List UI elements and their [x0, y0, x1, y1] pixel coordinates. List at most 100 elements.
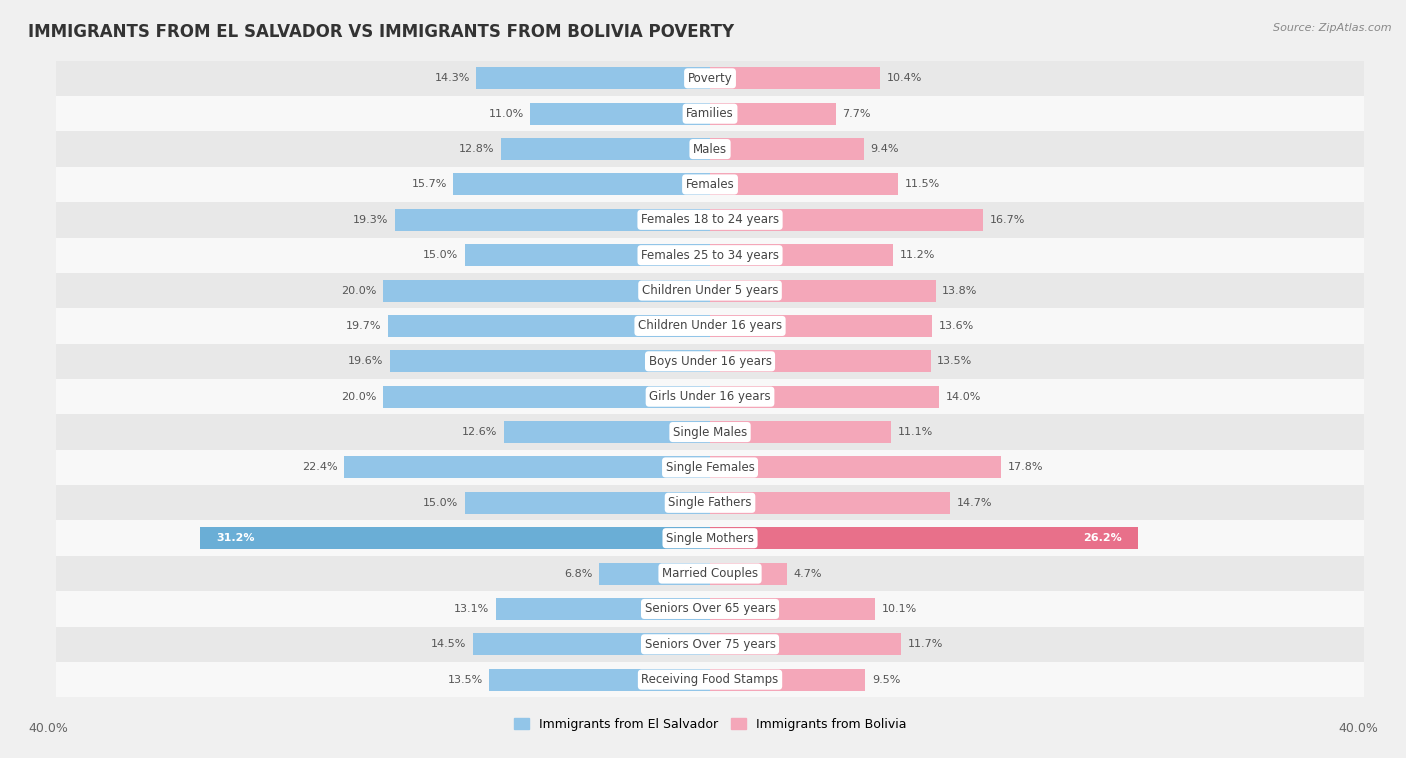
Text: 13.8%: 13.8% [942, 286, 977, 296]
Bar [710, 598, 875, 620]
Text: Children Under 16 years: Children Under 16 years [638, 319, 782, 333]
Text: 14.0%: 14.0% [945, 392, 981, 402]
Text: 13.6%: 13.6% [939, 321, 974, 331]
Text: 17.8%: 17.8% [1008, 462, 1043, 472]
Text: 20.0%: 20.0% [342, 286, 377, 296]
Bar [710, 350, 931, 372]
Text: 40.0%: 40.0% [28, 722, 67, 735]
Text: 11.7%: 11.7% [908, 639, 943, 650]
Text: 13.5%: 13.5% [447, 675, 482, 684]
Bar [710, 138, 863, 160]
Text: 16.7%: 16.7% [990, 215, 1025, 225]
Bar [56, 485, 1364, 521]
Bar [710, 315, 932, 337]
Bar [710, 562, 787, 584]
Text: 19.6%: 19.6% [347, 356, 382, 366]
Text: 19.3%: 19.3% [353, 215, 388, 225]
Bar [472, 634, 710, 655]
Bar [453, 174, 710, 196]
Bar [382, 280, 710, 302]
Bar [344, 456, 710, 478]
Text: Males: Males [693, 143, 727, 155]
Bar [395, 209, 710, 230]
Bar [56, 591, 1364, 627]
Text: Married Couples: Married Couples [662, 567, 758, 580]
Bar [710, 103, 837, 124]
Bar [56, 131, 1364, 167]
Bar [56, 96, 1364, 131]
Text: Females 18 to 24 years: Females 18 to 24 years [641, 213, 779, 227]
Bar [56, 61, 1364, 96]
Text: 14.5%: 14.5% [432, 639, 467, 650]
Text: Source: ZipAtlas.com: Source: ZipAtlas.com [1274, 23, 1392, 33]
Text: Children Under 5 years: Children Under 5 years [641, 284, 779, 297]
Bar [56, 662, 1364, 697]
Legend: Immigrants from El Salvador, Immigrants from Bolivia: Immigrants from El Salvador, Immigrants … [509, 713, 911, 736]
Bar [489, 669, 710, 691]
Text: Families: Families [686, 107, 734, 121]
Text: 40.0%: 40.0% [1339, 722, 1378, 735]
Bar [382, 386, 710, 408]
Text: 20.0%: 20.0% [342, 392, 377, 402]
Bar [530, 103, 710, 124]
Text: 14.3%: 14.3% [434, 74, 470, 83]
Text: 15.0%: 15.0% [423, 498, 458, 508]
Text: Girls Under 16 years: Girls Under 16 years [650, 390, 770, 403]
Bar [465, 244, 710, 266]
Text: 15.7%: 15.7% [412, 180, 447, 190]
Text: Single Mothers: Single Mothers [666, 531, 754, 545]
Text: Seniors Over 65 years: Seniors Over 65 years [644, 603, 776, 615]
Text: Single Fathers: Single Fathers [668, 496, 752, 509]
Bar [56, 202, 1364, 237]
Text: 4.7%: 4.7% [793, 568, 823, 578]
Text: 12.6%: 12.6% [463, 427, 498, 437]
Bar [710, 280, 935, 302]
Text: 11.0%: 11.0% [488, 108, 523, 119]
Bar [56, 343, 1364, 379]
Bar [56, 237, 1364, 273]
Bar [200, 528, 710, 549]
Bar [710, 492, 950, 514]
Text: 22.4%: 22.4% [302, 462, 337, 472]
Bar [389, 350, 710, 372]
Bar [710, 669, 865, 691]
Text: 6.8%: 6.8% [564, 568, 592, 578]
Text: IMMIGRANTS FROM EL SALVADOR VS IMMIGRANTS FROM BOLIVIA POVERTY: IMMIGRANTS FROM EL SALVADOR VS IMMIGRANT… [28, 23, 734, 41]
Bar [710, 244, 893, 266]
Text: 13.1%: 13.1% [454, 604, 489, 614]
Bar [56, 415, 1364, 449]
Bar [477, 67, 710, 89]
Bar [388, 315, 710, 337]
Bar [710, 386, 939, 408]
Bar [710, 634, 901, 655]
Text: 11.5%: 11.5% [904, 180, 939, 190]
Bar [505, 421, 710, 443]
Text: 12.8%: 12.8% [458, 144, 495, 154]
Bar [710, 421, 891, 443]
Bar [56, 449, 1364, 485]
Text: Boys Under 16 years: Boys Under 16 years [648, 355, 772, 368]
Text: 19.7%: 19.7% [346, 321, 381, 331]
Text: Females: Females [686, 178, 734, 191]
Text: 7.7%: 7.7% [842, 108, 870, 119]
Bar [56, 167, 1364, 202]
Text: 10.1%: 10.1% [882, 604, 917, 614]
Text: 15.0%: 15.0% [423, 250, 458, 260]
Bar [56, 309, 1364, 343]
Text: 14.7%: 14.7% [957, 498, 993, 508]
Bar [56, 556, 1364, 591]
Bar [56, 379, 1364, 415]
Bar [710, 456, 1001, 478]
Text: 9.5%: 9.5% [872, 675, 900, 684]
Text: Single Females: Single Females [665, 461, 755, 474]
Text: Receiving Food Stamps: Receiving Food Stamps [641, 673, 779, 686]
Text: 11.2%: 11.2% [900, 250, 935, 260]
Text: Single Males: Single Males [673, 425, 747, 439]
Text: 10.4%: 10.4% [887, 74, 922, 83]
Bar [710, 528, 1139, 549]
Bar [710, 209, 983, 230]
Bar [710, 67, 880, 89]
Bar [56, 521, 1364, 556]
Text: Seniors Over 75 years: Seniors Over 75 years [644, 637, 776, 651]
Text: 9.4%: 9.4% [870, 144, 898, 154]
